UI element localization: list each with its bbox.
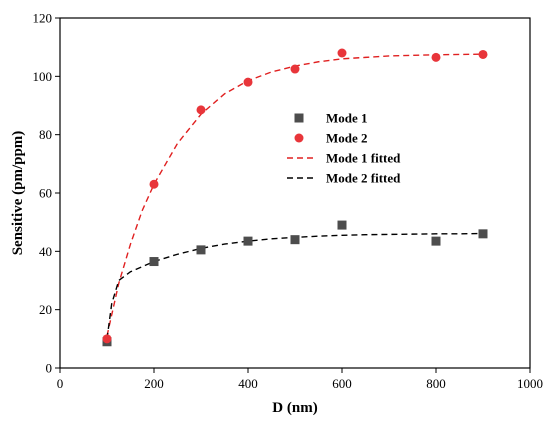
point-s0-5 xyxy=(337,220,347,230)
point-s0-1 xyxy=(149,257,159,267)
series-line-3 xyxy=(106,232,484,339)
y-tick-label-3: 60 xyxy=(39,186,52,201)
point-s1-4 xyxy=(290,64,300,74)
plot-area xyxy=(59,17,531,369)
point-s1-1 xyxy=(149,179,159,189)
y-tick-label-6: 120 xyxy=(33,11,53,26)
y-tick-label-2: 40 xyxy=(39,244,52,259)
legend-label-1: Mode 2 xyxy=(326,131,368,146)
y-axis-title: Sensitive (pm/ppm) xyxy=(10,131,26,256)
x-tick-label-2: 400 xyxy=(238,376,258,391)
legend-label-2: Mode 1 fitted xyxy=(326,151,401,166)
point-s1-0 xyxy=(102,334,112,344)
y-axis: 0 20 40 60 80 100 120 xyxy=(33,11,60,376)
x-tick-label-1: 200 xyxy=(144,376,164,391)
legend-label-3: Mode 2 fitted xyxy=(326,171,401,186)
x-tick-label-4: 800 xyxy=(426,376,446,391)
y-tick-label-4: 80 xyxy=(39,127,52,142)
x-tick-label-3: 600 xyxy=(332,376,352,391)
y-tick-label-5: 100 xyxy=(33,69,53,84)
point-s1-2 xyxy=(196,105,206,115)
legend: Mode 1 Mode 2 Mode 1 fitted Mode 2 fitted xyxy=(287,111,401,186)
data-points xyxy=(102,48,488,347)
point-s1-5 xyxy=(337,48,347,58)
x-axis: 0 200 400 600 800 1000 xyxy=(57,368,543,391)
point-s0-6 xyxy=(431,236,441,246)
series-line-2 xyxy=(106,53,484,337)
legend-swatch-0 xyxy=(294,113,304,123)
x-tick-label-5: 1000 xyxy=(517,376,543,391)
x-tick-label-0: 0 xyxy=(57,376,64,391)
point-s0-3 xyxy=(243,236,253,246)
point-s1-7 xyxy=(478,49,488,59)
point-s0-4 xyxy=(290,235,300,245)
point-s0-7 xyxy=(478,229,488,239)
point-s1-6 xyxy=(431,52,441,62)
legend-label-0: Mode 1 xyxy=(326,111,368,126)
y-tick-label-0: 0 xyxy=(46,361,53,376)
point-s0-2 xyxy=(196,245,206,255)
y-tick-label-1: 20 xyxy=(39,302,52,317)
legend-swatch-1 xyxy=(294,133,304,143)
point-s1-3 xyxy=(243,77,253,87)
fitted-curves xyxy=(106,53,484,339)
x-axis-title: D (nm) xyxy=(272,400,317,416)
